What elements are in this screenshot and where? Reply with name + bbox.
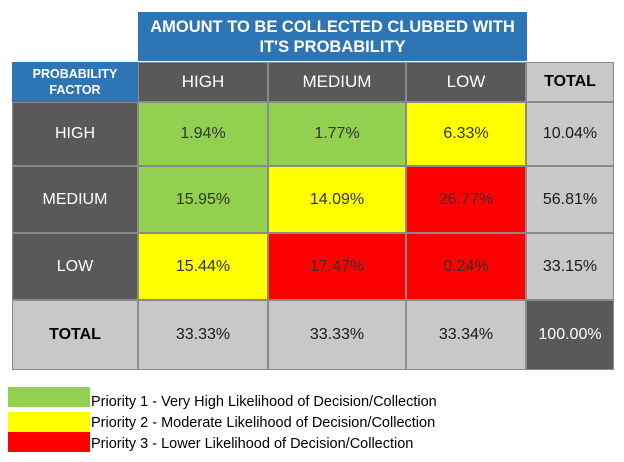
legend-label-priority-3: Priority 3 - Lower Likelihood of Decisio… [91,436,414,452]
column-header-total: TOTAL [526,62,614,102]
row-header-total: TOTAL [12,300,138,370]
legend-label-priority-1: Priority 1 - Very High Likelihood of Dec… [91,394,437,410]
matrix-cell: 1.77% [268,102,406,166]
matrix-cell: 17.47% [268,233,406,300]
matrix-cell: 6.33% [406,102,526,166]
probability-factor-header: PROBABILITY FACTOR [12,62,138,102]
column-header-medium: MEDIUM [268,62,406,102]
legend-swatch-priority-1 [8,387,90,407]
column-total: 33.34% [406,300,526,370]
column-total: 33.33% [138,300,268,370]
matrix-cell: 26.77% [406,166,526,233]
row-total: 10.04% [526,102,614,166]
matrix-cell: 1.94% [138,102,268,166]
row-header-high: HIGH [12,102,138,166]
title-line-2: IT'S PROBABILITY [259,37,406,56]
row-header-medium: MEDIUM [12,166,138,233]
grand-total: 100.00% [526,300,614,370]
table-title: AMOUNT TO BE COLLECTED CLUBBED WITH IT'S… [138,12,527,61]
row-total: 33.15% [526,233,614,300]
matrix-cell: 15.44% [138,233,268,300]
matrix-cell: 14.09% [268,166,406,233]
matrix-cell: 15.95% [138,166,268,233]
legend-label-priority-2: Priority 2 - Moderate Likelihood of Deci… [91,415,436,431]
row-header-low: LOW [12,233,138,300]
column-header-low: LOW [406,62,526,102]
matrix-cell: 0.24% [406,233,526,300]
corner-line-2: FACTOR [49,83,101,97]
legend-swatch-priority-3 [8,432,90,452]
row-total: 56.81% [526,166,614,233]
legend-swatch-priority-2 [8,412,90,432]
column-header-high: HIGH [138,62,268,102]
corner-line-1: PROBABILITY [32,67,118,81]
title-line-1: AMOUNT TO BE COLLECTED CLUBBED WITH [150,17,515,36]
column-total: 33.33% [268,300,406,370]
